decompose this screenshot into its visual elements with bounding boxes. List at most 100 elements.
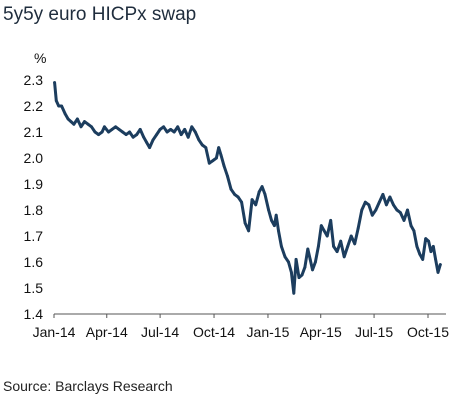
x-tick-label: Jul-14: [141, 324, 179, 340]
data-point: [243, 221, 247, 225]
data-point: [72, 122, 76, 126]
data-point: [135, 133, 139, 137]
data-point: [69, 120, 73, 123]
x-tick-label: Jan-15: [247, 324, 290, 340]
data-point: [317, 245, 320, 248]
data-point: [395, 208, 399, 212]
y-axis-unit-label: %: [34, 50, 46, 66]
data-point: [128, 130, 132, 134]
data-point: [421, 258, 425, 261]
data-point: [339, 239, 343, 243]
data-point: [155, 133, 159, 137]
x-tick-label: Jul-15: [355, 324, 393, 340]
data-point: [148, 146, 152, 150]
data-point: [353, 242, 357, 246]
data-point: [90, 125, 93, 129]
data-point: [399, 211, 402, 215]
data-point: [169, 127, 173, 131]
data-point: [381, 193, 385, 196]
series-group: [53, 81, 442, 295]
data-point: [406, 208, 409, 212]
x-tick-label: Apr-14: [86, 324, 128, 340]
data-point: [409, 224, 413, 228]
data-point: [250, 198, 254, 202]
data-point: [219, 154, 223, 157]
data-point: [325, 234, 329, 238]
y-tick-label: 1.8: [24, 202, 44, 218]
data-point: [342, 255, 346, 259]
data-point: [308, 258, 312, 261]
data-point: [131, 135, 135, 139]
data-point: [211, 159, 215, 163]
data-point: [63, 112, 67, 116]
data-point: [412, 229, 416, 233]
data-point: [117, 127, 121, 131]
data-point: [402, 219, 406, 222]
source-note: Source: Barclays Research: [3, 378, 173, 394]
data-point: [197, 138, 201, 142]
y-tick-label: 2.3: [24, 72, 44, 88]
data-point: [158, 127, 162, 131]
data-point: [303, 265, 307, 269]
data-point: [97, 133, 100, 137]
data-point: [76, 117, 79, 121]
data-point: [233, 193, 237, 196]
data-point: [283, 255, 287, 259]
data-point: [176, 125, 180, 129]
data-point: [273, 224, 276, 228]
data-point: [290, 271, 293, 274]
data-point: [294, 258, 298, 261]
data-point: [165, 130, 169, 134]
data-point: [314, 260, 317, 264]
data-point: [349, 234, 353, 238]
data-point: [145, 141, 149, 144]
data-point: [247, 229, 251, 233]
data-point: [274, 213, 278, 217]
data-point: [267, 208, 270, 212]
data-point: [222, 164, 226, 168]
data-point: [103, 125, 106, 129]
series-line: [53, 81, 442, 295]
data-point: [360, 208, 364, 212]
x-tick-label: Oct-15: [407, 324, 449, 340]
y-tick-label: 1.7: [24, 228, 44, 244]
data-point: [277, 229, 280, 233]
data-point: [110, 127, 114, 131]
data-point: [107, 130, 110, 134]
y-tick-label: 1.6: [24, 254, 44, 270]
data-point: [356, 226, 360, 230]
data-point: [83, 120, 86, 123]
data-point: [424, 237, 428, 241]
data-point: [142, 135, 146, 139]
data-point: [151, 138, 155, 142]
data-point: [292, 291, 296, 295]
data-point: [193, 130, 197, 134]
data-point: [434, 258, 437, 261]
data-point: [306, 247, 310, 251]
data-point: [204, 146, 208, 150]
y-tick-label: 1.5: [24, 280, 44, 296]
data-point: [388, 195, 392, 199]
data-point: [186, 135, 190, 139]
y-tick-label: 2.1: [24, 124, 44, 140]
data-point: [60, 104, 63, 108]
data-point: [329, 219, 333, 222]
data-point: [229, 187, 233, 191]
data-point: [121, 130, 124, 134]
data-point: [322, 229, 326, 233]
data-point: [93, 130, 97, 134]
data-point: [100, 130, 104, 134]
x-tick-label: Jan-14: [33, 324, 76, 340]
data-point: [297, 276, 301, 279]
x-tick-label: Oct-14: [193, 324, 235, 340]
data-point: [240, 200, 244, 204]
data-point: [436, 271, 440, 274]
data-point: [54, 99, 58, 103]
data-point: [385, 203, 388, 207]
data-point: [363, 200, 367, 204]
y-tick-label: 2.0: [24, 150, 44, 166]
data-point: [335, 250, 339, 254]
y-tick-label: 2.2: [24, 98, 44, 114]
data-point: [183, 127, 187, 131]
